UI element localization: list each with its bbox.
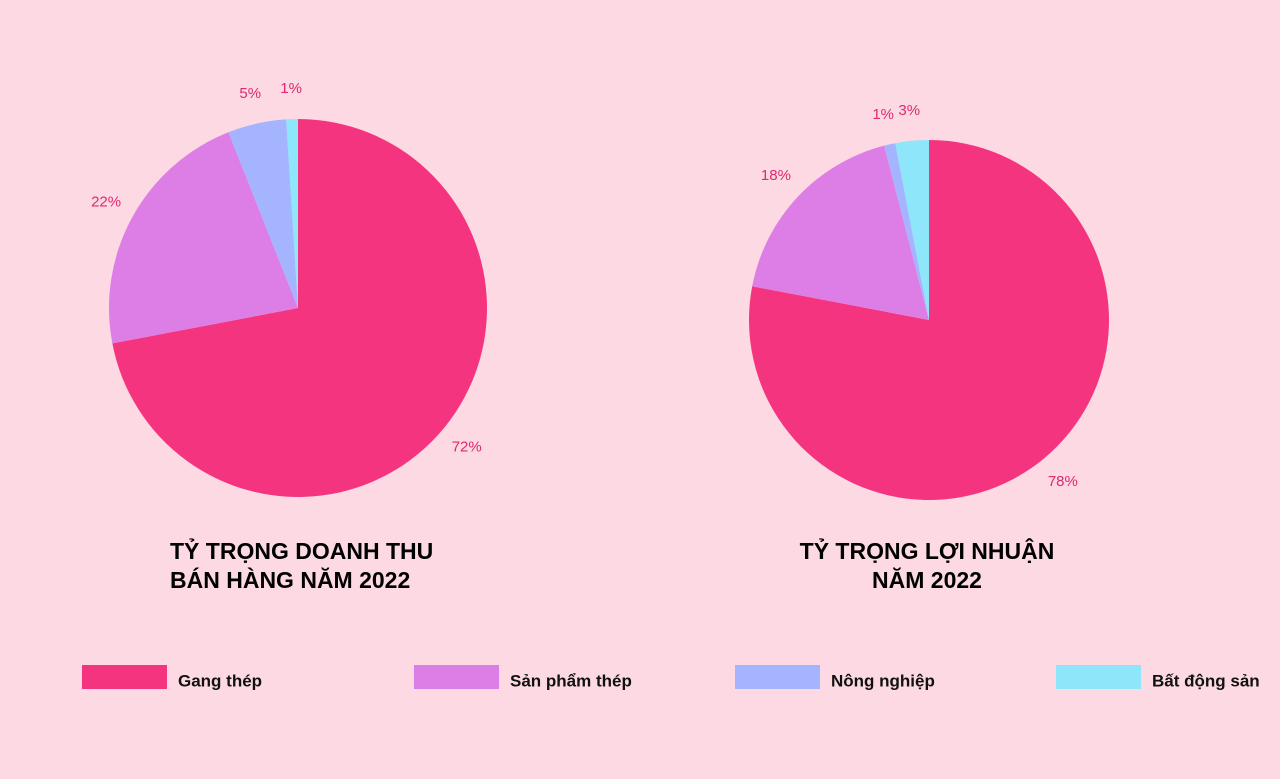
value-label: 5% [239,85,261,102]
chart-title: TỶ TRỌNG DOANH THU [170,536,433,564]
value-label: 3% [898,102,920,119]
legend-label: Nông nghiệp [831,671,935,690]
legend-swatch [735,665,820,689]
legend-swatch [1056,665,1141,689]
value-label: 72% [452,439,482,456]
value-label: 78% [1048,473,1078,490]
pie-slice [228,119,298,308]
pie-slice [748,140,1110,501]
pie-slice [752,145,929,320]
legend-swatch [82,665,167,689]
legend-label: Gang thép [178,671,262,690]
pie-slice [108,132,298,344]
legend-label: Bất động sản [1152,671,1260,690]
value-label: 1% [872,106,894,123]
value-label: 18% [761,167,791,184]
pie-slice [895,140,929,320]
pie-slice [112,119,487,497]
legend-label: Sản phẩm thép [510,671,632,690]
pie-slice [884,143,929,320]
chart-title: BÁN HÀNG NĂM 2022 [170,566,410,593]
chart-title: TỶ TRỌNG LỢI NHUẬN [800,536,1055,564]
legend-swatch [414,665,499,689]
value-label: 1% [280,80,302,97]
chart-title: NĂM 2022 [872,566,982,593]
value-label: 22% [91,193,121,210]
pie-slice [286,119,298,308]
